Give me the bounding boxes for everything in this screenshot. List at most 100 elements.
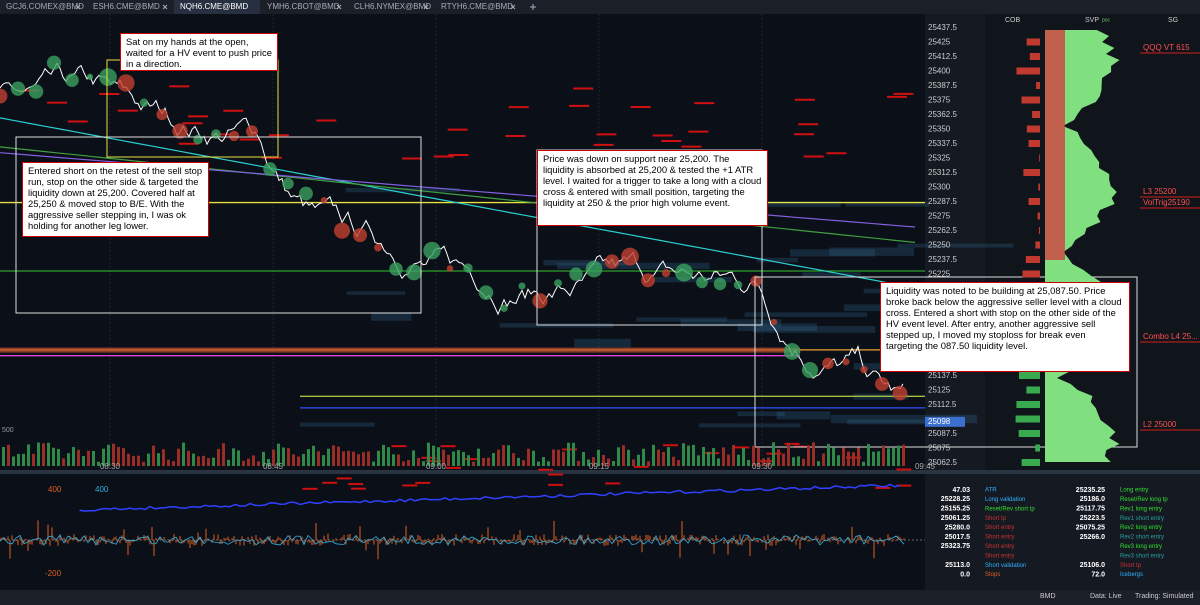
volume-bar: [67, 453, 70, 466]
volume-bar: [72, 447, 75, 466]
trade-bubble: [245, 125, 259, 138]
volume-bar: [862, 461, 865, 466]
volume-bar: [707, 451, 710, 466]
volume-bar: [407, 460, 410, 466]
heatmap-band: [756, 257, 798, 263]
volume-bar: [717, 458, 720, 466]
volume-bar: [327, 448, 330, 466]
annotation: Price was down on support near 25,200. T…: [537, 150, 768, 226]
trade-bubble: [446, 265, 454, 272]
volume-bar: [547, 461, 550, 466]
volume-bar: [297, 456, 300, 466]
stat-value: 25223.5: [1080, 515, 1105, 522]
annotation-frame: [754, 276, 1138, 448]
heatmap-band: [790, 249, 875, 257]
volume-bar: [762, 458, 765, 466]
tab[interactable]: NQH6.CME@BMD: [174, 0, 260, 14]
price-label: 25375: [928, 96, 951, 105]
volume-bar: [617, 447, 620, 466]
trade-bubble: [320, 196, 328, 204]
volume-bar: [147, 453, 150, 466]
volume-bar: [352, 451, 355, 466]
volume-bar: [647, 461, 650, 466]
volume-bar: [577, 460, 580, 466]
stat-value: 25113.0: [945, 562, 970, 569]
volume-bar: [607, 458, 610, 466]
trade-bubble: [0, 88, 8, 104]
trade-bubble: [406, 264, 422, 281]
volume-bar: [757, 447, 760, 466]
tab[interactable]: RTYH6.CME@BMD: [441, 2, 513, 11]
volume-bar: [612, 461, 615, 466]
volume-bar: [287, 448, 290, 466]
tab[interactable]: GCJ6.COMEX@BMD: [6, 2, 84, 11]
volume-bar: [732, 444, 735, 466]
price-label: 25250: [928, 241, 951, 250]
heatmap-band: [557, 262, 710, 270]
trade-bubble: [228, 130, 240, 142]
panel-header: SVP: [1085, 17, 1099, 24]
tab[interactable]: ESH6.CME@BMD: [93, 2, 160, 11]
tab[interactable]: CLH6.NYMEX@BMD: [354, 2, 432, 11]
trade-bubble: [770, 318, 778, 326]
heatmap-band: [897, 243, 1014, 248]
hv-event-band: [0, 347, 800, 353]
volume-bar: [822, 453, 825, 466]
trade-bubble: [554, 279, 562, 288]
cob-bar: [1019, 372, 1040, 379]
trade-bubble: [299, 186, 313, 201]
stat-value: 25186.0: [1080, 496, 1105, 503]
volume-bar: [362, 452, 365, 466]
cob-bar: [1029, 53, 1040, 60]
trade-bubble: [733, 280, 743, 290]
volume-bar: [792, 457, 795, 466]
trade-bubble: [532, 293, 548, 309]
volume-bar: [22, 453, 25, 466]
volume-bar: [7, 444, 10, 466]
volume-bar: [637, 454, 640, 466]
volume-bar: [892, 447, 895, 466]
heatmap-band: [652, 276, 732, 283]
heatmap-band: [300, 422, 375, 427]
trade-bubble: [842, 358, 850, 366]
volume-bar: [632, 459, 635, 466]
trade-bubble: [211, 129, 221, 140]
price-label: 25412.5: [928, 52, 957, 61]
volume-bar: [672, 456, 675, 466]
stat-value: 25266.0: [1080, 534, 1105, 541]
status-data: Data: Live: [1090, 593, 1122, 600]
volume-bar: [802, 458, 805, 466]
tab-close-icon: [510, 4, 516, 10]
annotation: Entered short on the retest of the sell …: [22, 162, 209, 237]
volume-bar: [112, 443, 115, 466]
cob-bar: [1025, 256, 1040, 263]
volume-bar: [902, 444, 905, 466]
heatmap-band: [346, 291, 406, 295]
stat-label: Long entry: [1120, 488, 1148, 494]
volume-bar: [267, 458, 270, 466]
volume-bar: [52, 447, 55, 466]
volume-bar: [487, 457, 490, 466]
cob-bar: [1028, 140, 1040, 147]
heatmap-band: [680, 319, 782, 327]
heatmap-band: [371, 312, 412, 321]
volume-bar: [57, 449, 60, 466]
volume-bar: [787, 442, 790, 466]
price-label: 25337.5: [928, 139, 957, 148]
heatmap-band: [802, 272, 861, 278]
tab-close-icon: [423, 4, 429, 10]
trade-bubble: [713, 277, 727, 291]
stat-value: 25323.75: [941, 543, 970, 550]
heatmap-band: [830, 414, 977, 424]
tab[interactable]: YMH6.CBOT@BMD: [267, 2, 340, 11]
volume-bar: [467, 455, 470, 466]
volume-bar: [367, 451, 370, 466]
cob-bar: [1026, 38, 1040, 46]
cob-bar: [1035, 241, 1040, 249]
stat-label: Stops: [985, 572, 1000, 578]
volume-bar: [47, 442, 50, 466]
volume-bar: [887, 448, 890, 466]
volume-bar: [162, 449, 165, 466]
volume-bar: [592, 457, 595, 466]
